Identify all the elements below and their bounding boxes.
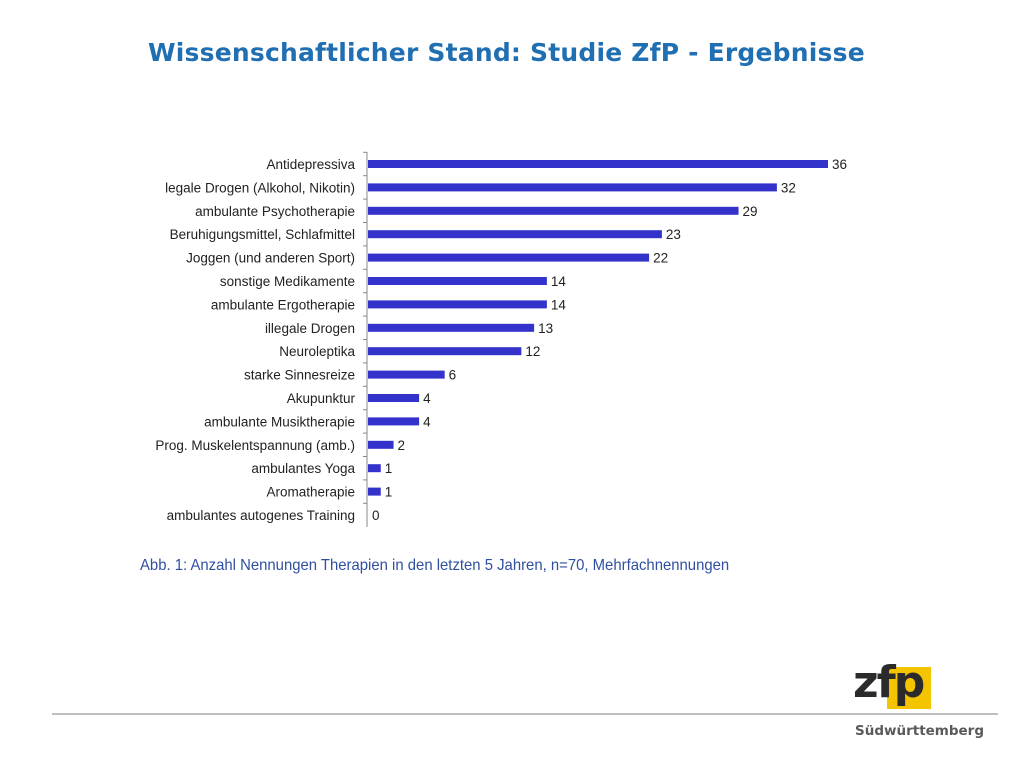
category-label: Prog. Muskelentspannung (amb.) [155, 438, 355, 453]
category-label: illegale Drogen [265, 321, 355, 336]
category-label: starke Sinnesreize [244, 368, 355, 383]
data-label: 14 [551, 297, 567, 312]
bar [368, 323, 535, 332]
data-label: 2 [398, 438, 406, 453]
bar [368, 277, 547, 285]
logo-accent-square [887, 667, 931, 709]
bar [368, 440, 394, 449]
category-label: Beruhigungsmittel, Schlafmittel [170, 227, 355, 242]
category-label: ambulante Ergotherapie [211, 297, 355, 312]
bar [368, 160, 828, 168]
data-label: 13 [538, 321, 553, 336]
category-label: Aromatherapie [266, 485, 355, 500]
logo-subtitle: Südwürttemberg [855, 723, 985, 739]
data-label: 29 [743, 204, 758, 219]
category-label: ambulantes autogenes Training [167, 508, 355, 523]
data-label: 36 [832, 157, 847, 172]
zfp-logo: zfp Südwürttemberg [851, 661, 985, 747]
bar [368, 464, 381, 473]
figure-caption: Abb. 1: Anzahl Nennungen Therapien in de… [140, 557, 730, 574]
bar [368, 183, 777, 192]
category-label: ambulantes Yoga [251, 461, 355, 476]
data-label: 0 [372, 508, 380, 523]
category-label: legale Drogen (Alkohol, Nikotin) [165, 180, 355, 195]
data-label: 12 [525, 344, 540, 359]
data-label: 1 [385, 485, 393, 500]
data-label: 23 [666, 227, 681, 242]
bar [368, 300, 547, 309]
logo-wordmark: zfp [853, 657, 925, 708]
category-label: Joggen (und anderen Sport) [186, 251, 355, 266]
bar [368, 230, 662, 239]
bar [368, 370, 445, 379]
footer-divider [52, 713, 998, 715]
data-label: 1 [385, 461, 393, 476]
bar [368, 347, 522, 356]
slide-title: Wissenschaftlicher Stand: Studie ZfP - E… [148, 38, 865, 67]
bar [368, 206, 739, 215]
category-label: ambulante Musiktherapie [204, 414, 355, 429]
category-label: Akupunktur [287, 391, 356, 406]
bar [368, 417, 420, 426]
category-label: Antidepressiva [266, 157, 355, 172]
category-label: sonstige Medikamente [220, 274, 355, 289]
category-label: Neuroleptika [279, 344, 355, 359]
data-label: 32 [781, 180, 796, 195]
data-label: 6 [449, 368, 457, 383]
bar [368, 487, 381, 496]
bar [368, 253, 650, 262]
data-label: 4 [423, 391, 431, 406]
data-label: 4 [423, 414, 431, 429]
data-label: 14 [551, 274, 567, 289]
category-label: ambulante Psychotherapie [195, 204, 355, 219]
bar [368, 394, 420, 402]
data-label: 22 [653, 251, 668, 266]
